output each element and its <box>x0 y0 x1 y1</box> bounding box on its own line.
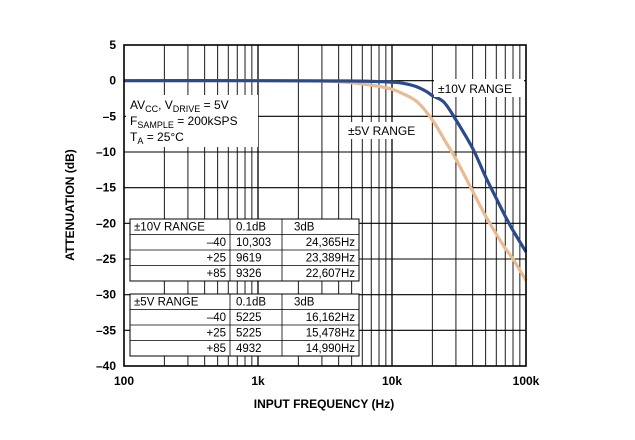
table-cell-01db: 4932 <box>236 343 262 355</box>
y-tick-label: –25 <box>96 252 116 266</box>
x-axis-title: INPUT FREQUENCY (Hz) <box>254 397 394 411</box>
y-tick-label: 0 <box>109 74 116 88</box>
y-tick-label: –35 <box>96 323 116 337</box>
condition-line: FSAMPLE = 200kSPS <box>130 114 238 130</box>
y-tick-label: –20 <box>96 216 116 230</box>
condition-subscript: DRIVE <box>173 104 201 114</box>
series-label-background <box>345 122 428 139</box>
spec-tables: ±10V RANGE 0.1dB 3dB –40 10,303 24,365Hz +25 96… <box>129 218 360 357</box>
condition-text: F <box>130 114 137 128</box>
plot-frame <box>123 44 527 367</box>
series-label-background <box>434 79 524 97</box>
table-header-3db: 3dB <box>294 297 315 309</box>
table-cell-temperature: +85 <box>206 343 226 355</box>
table-header-01db: 0.1dB <box>236 297 266 309</box>
y-axis-title: ATTENUATION (dB) <box>63 149 77 261</box>
condition-line: AVCC, VDRIVE = 5V <box>130 98 229 114</box>
series-layer <box>123 79 528 282</box>
table-cell-temperature: –40 <box>207 237 226 249</box>
table-cell-01db: 5225 <box>236 312 262 324</box>
condition-text: = 5V <box>200 98 228 112</box>
y-tick-label: –40 <box>96 359 116 373</box>
x-tick-label: 100k <box>513 374 540 388</box>
table-cell-3db: 22,607Hz <box>306 268 355 280</box>
table-header-range: ±5V RANGE <box>134 297 199 309</box>
conditions-background <box>126 95 258 147</box>
condition-text: T <box>130 130 138 144</box>
table-cell-01db: 9326 <box>236 268 262 280</box>
condition-line: TA = 25°C <box>130 130 184 146</box>
x-tick-label: 100 <box>114 374 134 388</box>
condition-subscript: SAMPLE <box>137 120 174 130</box>
condition-text: = 25°C <box>143 130 184 144</box>
condition-subscript: A <box>137 136 143 146</box>
x-tick-label: 1k <box>251 374 265 388</box>
table-header-01db: 0.1dB <box>236 222 266 234</box>
table-cell-01db: 9619 <box>236 253 262 265</box>
table-cell-3db: 24,365Hz <box>306 237 355 249</box>
series-label-10v-range: ±10V RANGE <box>438 82 512 96</box>
table-header-range: ±10V RANGE <box>134 222 205 234</box>
series-10v-range-line <box>123 79 528 253</box>
table-header-3db: 3dB <box>294 222 315 234</box>
table-cell-3db: 15,478Hz <box>306 328 355 340</box>
y-tick-label: –5 <box>103 109 117 123</box>
series-label-5v-range: ±5V RANGE <box>348 124 415 138</box>
condition-text: , V <box>158 98 173 112</box>
series-labels: ±10V RANGE ±5V RANGE <box>345 79 524 139</box>
table-cell-temperature: +85 <box>206 268 226 280</box>
y-tick-label: 5 <box>109 38 116 52</box>
y-tick-label: –30 <box>96 288 116 302</box>
table-cell-3db: 16,162Hz <box>306 312 355 324</box>
table-cell-01db: 10,303 <box>236 237 271 249</box>
y-tick-label: –15 <box>96 181 116 195</box>
table-cell-temperature: +25 <box>206 328 226 340</box>
table-cell-01db: 5225 <box>236 328 262 340</box>
y-tick-label: –10 <box>96 145 116 159</box>
table-cell-3db: 14,990Hz <box>306 343 355 355</box>
condition-subscript: CC <box>145 104 158 114</box>
condition-text: = 200kSPS <box>174 114 238 128</box>
table-cell-temperature: –40 <box>207 312 226 324</box>
table-cell-3db: 23,389Hz <box>306 253 355 265</box>
table-cell-temperature: +25 <box>206 253 226 265</box>
condition-text: AV <box>130 98 145 112</box>
x-tick-label: 10k <box>382 374 402 388</box>
